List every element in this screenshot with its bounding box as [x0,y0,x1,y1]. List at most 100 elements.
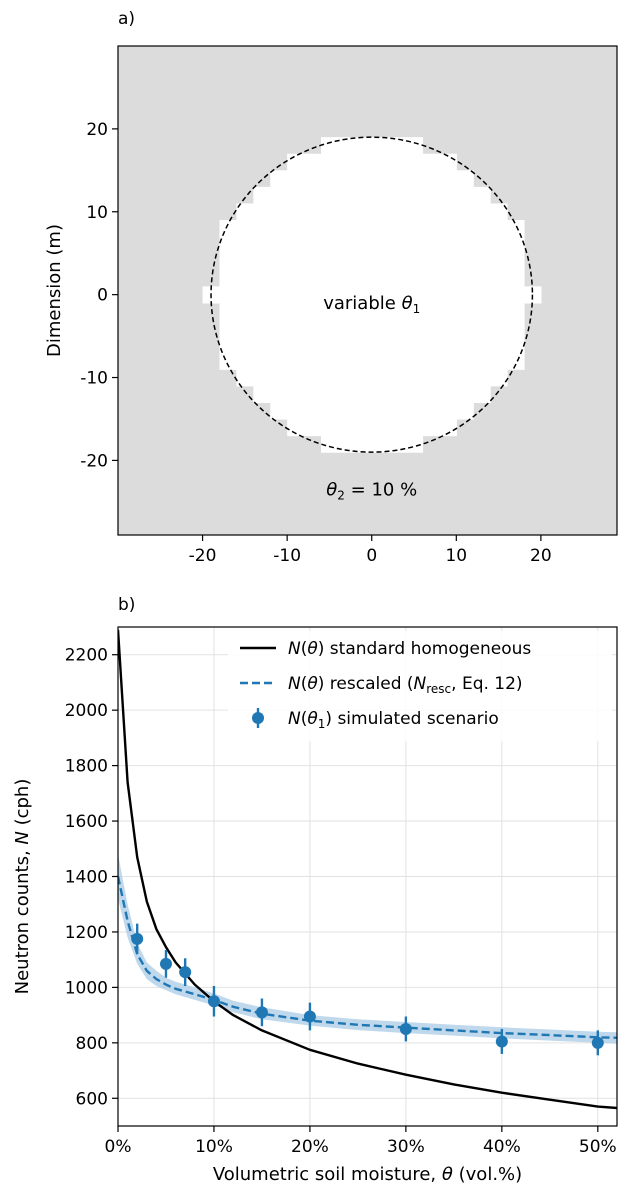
inner-cell [320,418,339,437]
panel-a-ylabel: Dimension (m) [44,224,65,357]
inner-cell [236,253,254,271]
inner-cell [354,170,373,188]
inner-cell [422,269,440,287]
inner-cell [287,269,305,287]
xlabel-text: Volumetric soil moisture, [213,1164,442,1185]
inner-cell [320,385,339,403]
simulated-point [591,1036,604,1049]
inner-cell [490,352,508,370]
inner-cell [456,369,474,387]
inner-cell [456,253,474,271]
inner-cell [320,170,339,188]
inner-cell [371,153,390,171]
inner-cell [456,336,474,354]
legend-entry-text: N(θ) rescaled (Nresc, Eq. 12) [288,674,523,696]
inner-label: variable θ1 [323,293,420,316]
outer-label-subscript: 2 [337,488,345,502]
y-tick-label: 10 [86,203,108,223]
inner-cell [320,186,339,205]
legend-tail: , Eq. 12) [451,674,522,694]
inner-cell [270,220,288,238]
inner-cell [371,236,390,254]
x-tick-label: 10% [195,1137,233,1157]
inner-cell [270,203,288,221]
inner-cell [304,153,322,171]
inner-cell [337,170,356,188]
inner-label-subscript: 1 [413,302,421,316]
legend-sub: resc [426,682,451,696]
inner-cell [253,336,271,354]
inner-cell [490,336,508,354]
panel-b-xlabel: Volumetric soil moisture, θ (vol.%) [213,1164,522,1185]
inner-cell [422,286,440,304]
inner-cell [388,220,407,238]
panel-b-frame [117,626,618,1127]
inner-cell [287,220,305,238]
inner-cell [270,336,288,354]
inner-cell [371,170,390,188]
inner-cell [354,153,373,171]
inner-cell [337,369,356,387]
inner-cell [354,253,373,271]
inner-cell [219,336,238,354]
inner-cell [236,203,254,221]
inner-cell [270,402,288,420]
inner-cell [219,253,238,271]
inner-cell [236,236,254,254]
ylabel-after: (cph) [12,779,33,832]
y-tick-label: -10 [80,369,108,389]
inner-cell [473,352,491,370]
inner-cell [320,369,339,387]
inner-cell [253,385,271,403]
inner-cell [422,319,440,337]
inner-cell [287,236,305,254]
inner-cell [354,435,373,453]
inner-cell [456,236,474,254]
panel-a-frame [117,45,618,536]
outer-label-symbol: θ [326,479,337,500]
inner-cell [388,153,407,171]
inner-cell [287,203,305,221]
inner-cell [236,302,254,321]
inner-cell [337,352,356,370]
inner-cell [388,137,407,155]
inner-cell [473,369,491,387]
inner-cell [456,186,474,205]
x-tick-label: 10 [445,546,467,566]
inner-cell [320,402,339,420]
inner-cell [439,352,457,370]
inner-cell [219,319,238,337]
inner-cell [337,269,356,287]
inner-cell [422,203,440,221]
inner-cell [354,319,373,337]
inner-cell [270,269,288,287]
inner-cell [490,220,508,238]
inner-cell [388,418,407,437]
inner-cell [287,153,305,171]
inner-cell [270,186,288,205]
inner-cell [287,253,305,271]
inner-cell [253,253,271,271]
xlabel-symbol: θ [442,1164,453,1185]
y-tick-label: 0 [97,286,108,306]
inner-cell [253,203,271,221]
y-tick-label: 2000 [65,701,108,721]
inner-cell [439,418,457,437]
inner-cell [422,369,440,387]
inner-cell [439,236,457,254]
legend-entry-text: N(θ1) simulated scenario [288,709,499,731]
inner-cell [304,319,322,337]
inner-cell [253,352,271,370]
inner-cell [405,203,424,221]
simulated-point [159,957,172,970]
inner-cell [405,319,424,337]
inner-cell [337,236,356,254]
inner-cell [354,418,373,437]
inner-cell [337,186,356,205]
inner-cell [439,186,457,205]
inner-cell [456,220,474,238]
inner-cell [507,286,525,304]
